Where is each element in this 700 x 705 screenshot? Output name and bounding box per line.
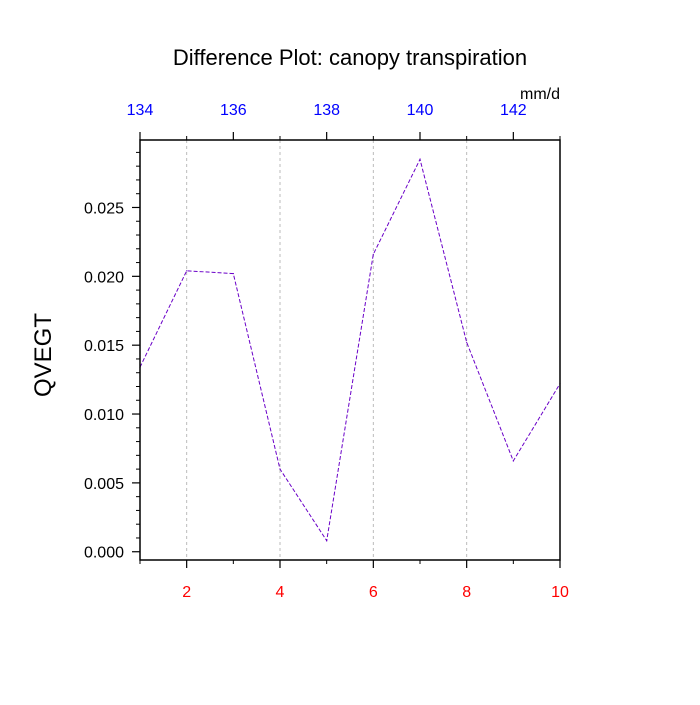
x-bottom-tick-label: 10 xyxy=(551,584,569,601)
x-top-tick-label: 136 xyxy=(220,102,247,119)
y-tick-label: 0.015 xyxy=(84,338,124,355)
y-tick-label: 0.005 xyxy=(84,476,124,493)
data-point xyxy=(419,158,421,160)
y-axis-label: QVEGT xyxy=(30,313,57,397)
x-top-tick-label: 134 xyxy=(127,102,154,119)
data-point xyxy=(372,253,374,255)
series-line-group xyxy=(139,157,561,543)
x-bottom-tick-label: 8 xyxy=(462,584,471,601)
plot-frame xyxy=(139,139,561,561)
data-point xyxy=(186,270,188,272)
units-label: mm/d xyxy=(520,86,560,103)
chart-title: Difference Plot: canopy transpiration xyxy=(173,45,527,70)
x-top-tick-label: 142 xyxy=(500,102,527,119)
x-bottom-tick-label: 6 xyxy=(369,584,378,601)
y-tick-label: 0.020 xyxy=(84,269,124,286)
x-top-tick-label: 138 xyxy=(313,102,340,119)
x-bottom-tick-label: 4 xyxy=(276,584,285,601)
y-tick-label: 0.010 xyxy=(84,407,124,424)
y-tick-label: 0.025 xyxy=(84,200,124,217)
x-top-tick-label: 140 xyxy=(407,102,434,119)
data-point xyxy=(512,460,514,462)
data-point xyxy=(326,540,328,542)
data-point xyxy=(466,341,468,344)
x-bottom-tick-label: 2 xyxy=(182,584,191,601)
axis-ticks: 0.000 0.005 0.010 0.015 0.020 0.025 2 4 6 8 10 134 1… xyxy=(84,102,569,601)
grid-lines xyxy=(186,140,468,560)
y-tick-label: 0.000 xyxy=(84,545,124,562)
data-point xyxy=(232,272,234,275)
data-point xyxy=(279,468,281,470)
series-line xyxy=(139,157,561,543)
